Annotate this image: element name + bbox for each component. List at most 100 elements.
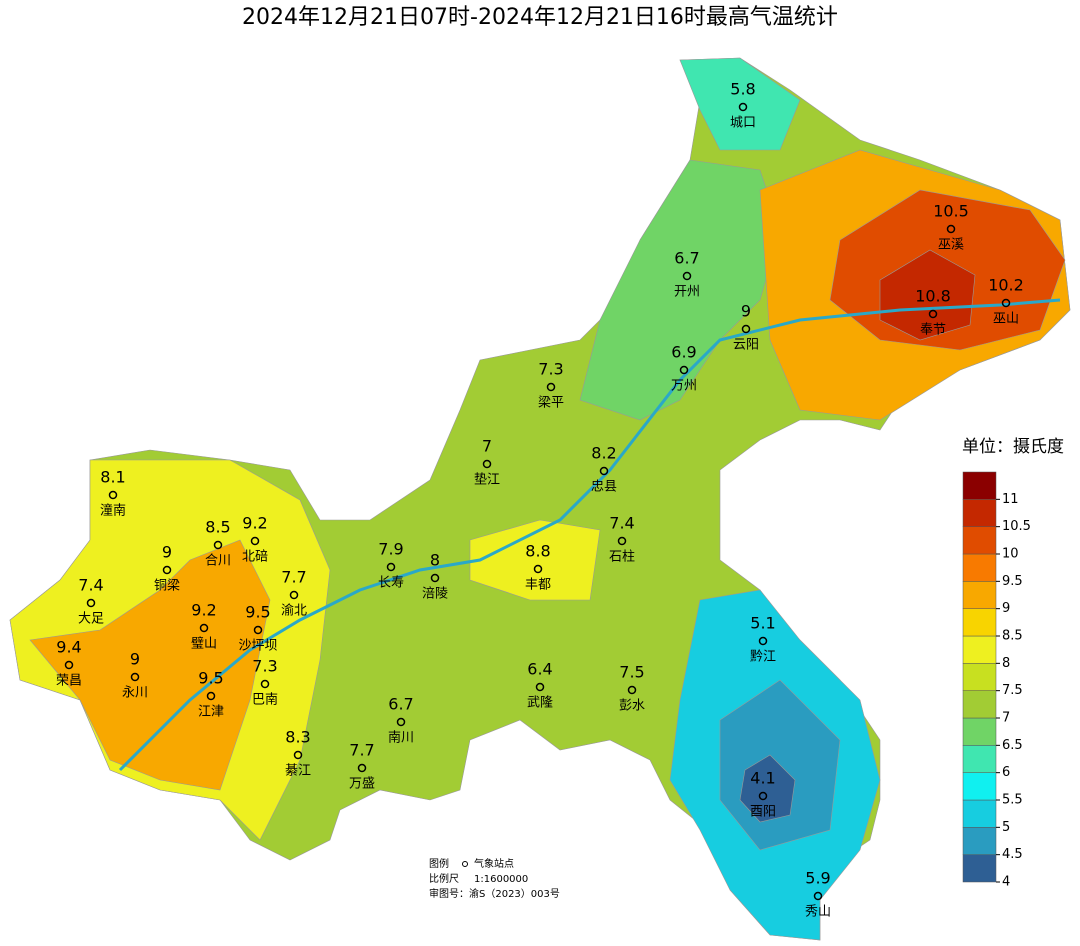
- station-name: 永川: [122, 686, 148, 701]
- station-marker: [813, 891, 823, 901]
- station-marker: [293, 750, 303, 760]
- station-name: 巴南: [252, 692, 278, 708]
- station-marker: [357, 763, 367, 773]
- station-name: 酉阳: [750, 805, 776, 820]
- legend-swatch: [962, 499, 997, 527]
- legend-tick-label: 10: [1002, 547, 1019, 562]
- station-symbol: [462, 861, 468, 867]
- station-value: 9.4: [56, 638, 81, 657]
- station-name: 荣昌: [56, 674, 82, 689]
- legend-swatch: [962, 690, 997, 719]
- station-value: 9: [741, 302, 751, 321]
- station-name: 潼南: [100, 503, 126, 519]
- station-marker: [130, 672, 140, 682]
- legend-tick-label: 10.5: [1002, 519, 1031, 534]
- station-name: 秀山: [805, 905, 831, 920]
- station-marker: [108, 490, 118, 500]
- station-value: 9.2: [191, 601, 216, 620]
- region-middle-warm: [469, 519, 601, 601]
- legend-tick-label: 7.5: [1002, 683, 1023, 698]
- station-name: 奉节: [920, 323, 946, 338]
- station-value: 7.4: [78, 576, 103, 595]
- station-name: 渝北: [281, 603, 307, 619]
- station-name: 长寿: [378, 576, 404, 591]
- station-name: 丰都: [525, 578, 551, 593]
- station-value: 7.3: [538, 360, 563, 379]
- legend-swatch: [962, 772, 997, 801]
- station-name: 黔江: [750, 650, 776, 665]
- legend-swatch: [962, 581, 997, 609]
- station-marker: [546, 382, 556, 392]
- legend-swatch: [962, 799, 997, 828]
- station-value: 7.7: [349, 741, 374, 760]
- station-marker: [396, 717, 406, 727]
- station-value: 8.1: [100, 468, 125, 487]
- map-title: 2024年12月21日07时-2024年12月21日16时最高气温统计: [242, 5, 838, 30]
- station-value: 9.2: [242, 514, 267, 533]
- station-name: 石柱: [609, 550, 635, 565]
- station-marker: [741, 324, 751, 334]
- station-name: 云阳: [733, 338, 759, 353]
- station-value: 6.4: [527, 660, 552, 679]
- station-name: 彭水: [619, 699, 645, 714]
- legend-swatch: [962, 526, 997, 555]
- station-value: 8.5: [205, 518, 230, 537]
- station-name: 铜梁: [154, 579, 180, 594]
- station-marker: [64, 660, 74, 670]
- legend-tick-label: 6: [1002, 765, 1010, 780]
- station-marker: [928, 309, 938, 319]
- station-name: 巫山: [993, 312, 1019, 327]
- station-value: 10.2: [988, 276, 1024, 295]
- legend-tick-label: 5.5: [1002, 793, 1023, 808]
- station-marker: [533, 564, 543, 574]
- station-value: 6.9: [671, 343, 696, 362]
- station-value: 9.5: [245, 603, 270, 622]
- station-value: 9.5: [198, 669, 223, 688]
- legend-tick-label: 5: [1002, 820, 1010, 835]
- station-name: 綦江: [285, 764, 311, 779]
- station-marker: [430, 573, 440, 583]
- station-name: 梁平: [538, 396, 564, 411]
- station-marker: [250, 536, 260, 546]
- legend-swatch: [962, 827, 997, 855]
- station-name: 大足: [78, 612, 104, 627]
- legend-title: 单位：摄氏度: [962, 437, 1064, 457]
- station-marker: [213, 540, 223, 550]
- station-marker: [86, 598, 96, 608]
- station-value: 5.1: [750, 614, 775, 633]
- scale-label: 比例尺: [429, 872, 459, 885]
- legend-swatch: [962, 608, 997, 637]
- legend-tick-label: 4.5: [1002, 847, 1023, 862]
- station-value: 10.8: [915, 287, 951, 306]
- approval: 审图号：渝S（2023）003号: [429, 887, 560, 900]
- station-value: 9: [130, 650, 140, 669]
- legend-label: 图例: [429, 857, 449, 870]
- legend-tick-label: 4: [1002, 875, 1010, 890]
- station-value: 4.1: [750, 769, 775, 788]
- station-marker: [253, 625, 263, 635]
- station-value: 7.4: [609, 514, 634, 533]
- station-marker: [758, 791, 768, 801]
- station-marker: [627, 685, 637, 695]
- station-name: 万盛: [349, 777, 375, 792]
- map-regions: [9, 57, 1071, 941]
- station-marker: [199, 623, 209, 633]
- station-marker: [946, 224, 956, 234]
- station-marker: [679, 365, 689, 375]
- station-value: 7: [482, 437, 492, 456]
- station-marker: [599, 466, 609, 476]
- legend-swatch: [962, 553, 997, 582]
- station-marker: [482, 459, 492, 469]
- station-value: 7.5: [619, 663, 644, 682]
- station-marker: [289, 590, 299, 600]
- station-marker: [758, 636, 768, 646]
- station-marker: [260, 679, 270, 689]
- legend-tick-label: 8: [1002, 656, 1010, 671]
- station-value: 8.2: [591, 444, 616, 463]
- station-marker: [738, 102, 748, 112]
- station-value: 7.9: [378, 540, 403, 559]
- station-value: 8.3: [285, 728, 310, 747]
- station-name: 万州: [671, 379, 697, 394]
- station-name: 涪陵: [422, 587, 448, 602]
- region-west-hot: [29, 539, 271, 791]
